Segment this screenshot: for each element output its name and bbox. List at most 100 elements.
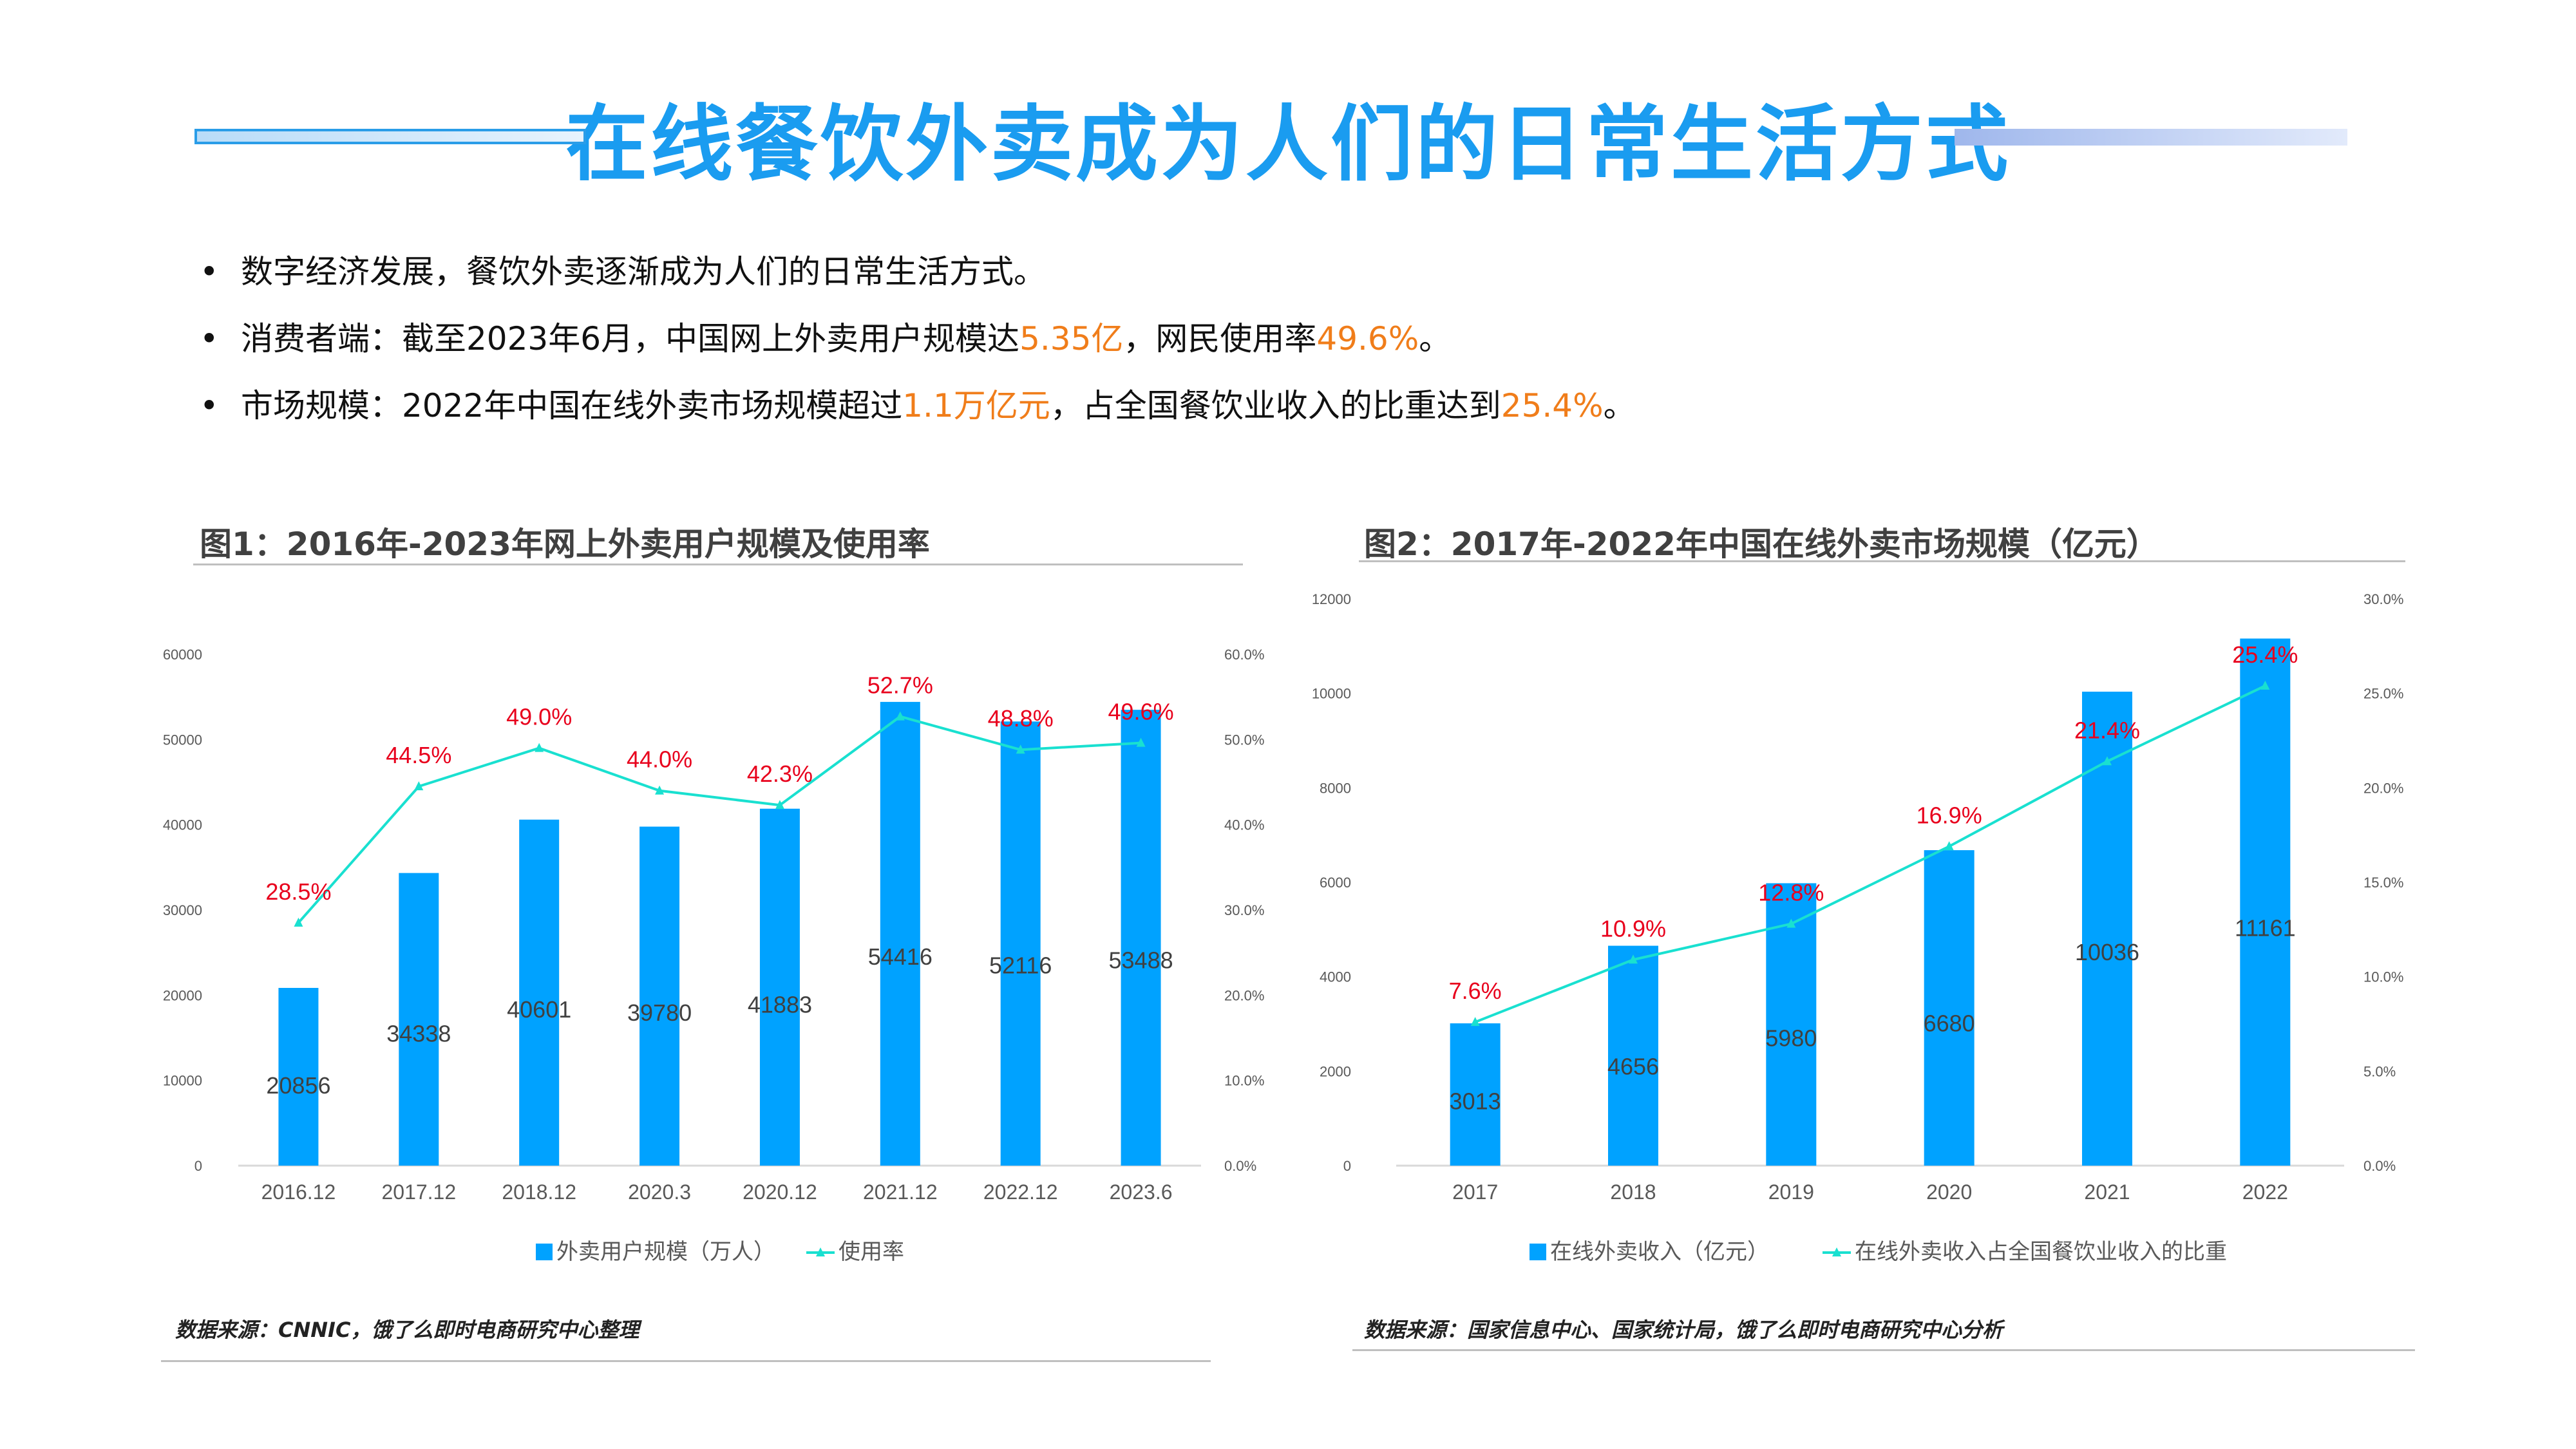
- chart2-bar: [1450, 1023, 1501, 1166]
- chart1-source-rule: [161, 1360, 1211, 1362]
- chart2-legend-line-marker: [1832, 1247, 1841, 1256]
- chart1-legend-bar-label: 外卖用户规模（万人）: [556, 1239, 775, 1265]
- chart2-rate-marker: [1470, 1017, 1480, 1027]
- bullet-dot: •: [200, 253, 219, 290]
- page-title: 在线餐饮外卖成为人们的日常生活方式: [565, 97, 2011, 193]
- bullet-text: 。: [1603, 387, 1636, 424]
- chart2-x-tick-label: 2020: [1926, 1180, 1972, 1204]
- chart1-x-tick-label: 2020.3: [628, 1180, 691, 1204]
- chart2-rate-label: 25.4%: [2232, 641, 2298, 668]
- chart1-rate-marker: [535, 743, 544, 752]
- chart1-bar-value-label: 53488: [1109, 947, 1173, 973]
- chart2-bar-value-label: 4656: [1607, 1053, 1659, 1079]
- chart1-y2-tick-label: 30.0%: [1224, 902, 1264, 918]
- chart1-y-tick-label: 50000: [163, 732, 202, 748]
- bullet-text: ，网民使用率: [1123, 320, 1317, 357]
- chart2-source: 数据来源：国家信息中心、国家统计局，饿了么即时电商研究中心分析: [1364, 1318, 2003, 1342]
- chart1-legend-bar-swatch: [536, 1244, 553, 1260]
- chart1-bar-value-label: 20856: [266, 1072, 330, 1099]
- chart1-rate-label: 49.0%: [506, 704, 572, 730]
- chart1-rate-marker: [294, 917, 303, 927]
- chart2-y-tick-label: 6000: [1320, 875, 1351, 891]
- chart1-rate-line: [297, 715, 1141, 924]
- highlight-value: 25.4%: [1501, 387, 1604, 424]
- chart1-rate-label: 48.8%: [988, 705, 1054, 732]
- chart1-x-tick-label: 2020.12: [743, 1180, 817, 1204]
- chart2-y2-tick-label: 15.0%: [2363, 875, 2403, 891]
- chart1-rate-marker: [1016, 744, 1025, 754]
- bullet-text: 数字经济发展，餐饮外卖逐渐成为人们的日常生活方式。: [241, 253, 1046, 290]
- bullet-list: • 数字经济发展，餐饮外卖逐渐成为人们的日常生活方式。 • 消费者端：截至2023年…: [200, 238, 2325, 439]
- chart2-rate-label: 16.9%: [1917, 802, 1982, 828]
- chart2-rate-label: 12.8%: [1758, 880, 1824, 906]
- chart1-bar: [399, 873, 439, 1166]
- chart2-bar-value-label: 6680: [1924, 1010, 1975, 1037]
- bullet-item: • 消费者端：截至2023年6月，中国网上外卖用户规模达5.35亿，网民使用率49…: [200, 305, 2325, 372]
- chart1-heading: 图1：2016年-2023年网上外卖用户规模及使用率: [200, 526, 930, 563]
- chart2-rate-marker: [2260, 680, 2270, 690]
- chart1-rate-marker: [1136, 737, 1146, 747]
- chart2-y-tick-label: 10000: [1312, 686, 1351, 702]
- chart1-x-tick-label: 2018.12: [502, 1180, 576, 1204]
- bullet-text: 市场规模：2022年中国在线外卖市场规模超过: [241, 387, 903, 424]
- chart2-y-tick-label: 0: [1343, 1158, 1351, 1174]
- chart1-bar: [519, 819, 560, 1166]
- chart2-source-rule: [1352, 1349, 2415, 1351]
- chart2-legend-line-label: 在线外卖收入占全国餐饮业收入的比重: [1855, 1239, 2227, 1265]
- chart2-x-tick-label: 2021: [2084, 1180, 2130, 1204]
- chart2-x-tick-label: 2019: [1768, 1180, 1814, 1204]
- bullet-text: 。: [1419, 320, 1452, 357]
- chart2-y2-tick-label: 10.0%: [2363, 969, 2403, 985]
- chart2-rate-marker: [1629, 954, 1638, 964]
- title-decoration-right: [1955, 129, 2347, 146]
- bullet-dot: •: [200, 320, 219, 357]
- chart2-bar-value-label: 5980: [1765, 1025, 1817, 1052]
- highlight-value: 49.6%: [1316, 320, 1419, 357]
- chart2-rate-marker: [1786, 918, 1796, 928]
- chart2-bar: [1766, 883, 1817, 1166]
- chart2-y2-tick-label: 30.0%: [2363, 591, 2403, 607]
- chart2-rate-label: 10.9%: [1600, 915, 1666, 942]
- chart2-y2-tick-label: 20.0%: [2363, 780, 2403, 796]
- chart2-y-tick-label: 4000: [1320, 969, 1351, 985]
- chart1-legend-line-label: 使用率: [838, 1239, 904, 1265]
- bullet-item: • 市场规模：2022年中国在线外卖市场规模超过1.1万亿元，占全国餐饮业收入的比…: [200, 372, 2325, 439]
- chart1-y-tick-label: 30000: [163, 902, 202, 918]
- chart1-x-tick-label: 2021.12: [863, 1180, 938, 1204]
- chart1-bar-value-label: 39780: [627, 999, 692, 1026]
- chart1-rate-marker: [895, 711, 905, 721]
- chart1-bar: [1000, 721, 1041, 1166]
- chart1-y-tick-label: 10000: [163, 1073, 202, 1089]
- chart1-rate-label: 44.5%: [386, 742, 451, 768]
- chart1-x-tick-label: 2016.12: [261, 1180, 336, 1204]
- chart1-rate-marker: [655, 785, 665, 795]
- chart1-y2-tick-label: 40.0%: [1224, 817, 1264, 833]
- chart1-x-tick-label: 2017.12: [381, 1180, 456, 1204]
- chart1-y2-tick-label: 20.0%: [1224, 987, 1264, 1003]
- bullet-dot: •: [200, 387, 219, 424]
- chart2-bar: [2240, 638, 2291, 1166]
- chart1-y-tick-label: 60000: [163, 647, 202, 663]
- chart1-y-tick-label: 0: [194, 1158, 202, 1174]
- chart1-bar-value-label: 52116: [989, 952, 1052, 979]
- bullet-text: ，占全国餐饮业收入的比重达到: [1050, 387, 1501, 424]
- chart1-y2-tick-label: 0.0%: [1224, 1158, 1256, 1174]
- bullet-text: 消费者端：截至2023年6月，中国网上外卖用户规模达: [241, 320, 1020, 357]
- chart2-rate-label: 21.4%: [2074, 717, 2140, 743]
- chart2-y2-tick-label: 0.0%: [2363, 1158, 2396, 1174]
- chart2-x-tick-label: 2017: [1452, 1180, 1498, 1204]
- chart1-bar: [278, 988, 319, 1166]
- chart1-rate-label: 49.6%: [1108, 699, 1174, 725]
- chart1-y2-tick-label: 60.0%: [1224, 647, 1264, 663]
- chart1-source: 数据来源：CNNIC，饿了么即时电商研究中心整理: [175, 1318, 639, 1342]
- chart2-x-tick-label: 2022: [2242, 1180, 2288, 1204]
- chart2-rate-marker: [1944, 841, 1954, 851]
- chart2-y2-tick-label: 25.0%: [2363, 686, 2403, 702]
- bullet-item: • 数字经济发展，餐饮外卖逐渐成为人们的日常生活方式。: [200, 238, 2325, 305]
- chart1-rate-marker: [775, 800, 784, 810]
- chart1-bar: [1121, 710, 1161, 1166]
- chart2-bar: [1924, 850, 1975, 1166]
- chart1-bar-value-label: 34338: [386, 1021, 451, 1047]
